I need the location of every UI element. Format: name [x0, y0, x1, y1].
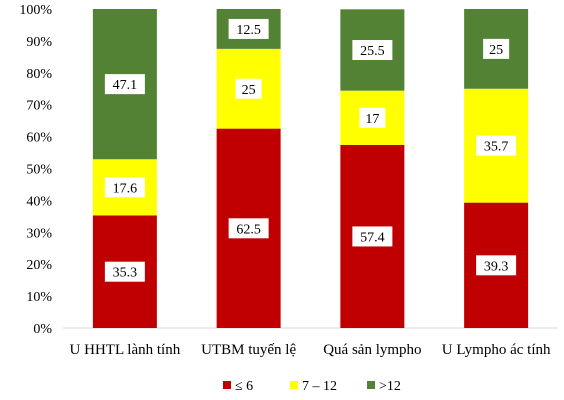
- y-tick-label: 90%: [26, 35, 52, 50]
- data-label: 17: [365, 112, 379, 127]
- category-label: U Lympho ác tính: [442, 342, 551, 358]
- legend-swatch: [223, 381, 231, 389]
- y-tick-label: 40%: [26, 194, 52, 209]
- data-label-box: [476, 255, 517, 276]
- y-tick-label: 100%: [19, 3, 52, 18]
- data-label-box: [483, 38, 510, 59]
- data-label: 57.4: [360, 230, 385, 245]
- y-tick-label: 80%: [26, 67, 52, 82]
- category-label: U HHTL lành tính: [70, 342, 181, 358]
- data-label-box: [104, 74, 145, 95]
- legend-swatch: [367, 381, 375, 389]
- y-tick-label: 20%: [26, 258, 52, 273]
- data-label: 39.3: [484, 259, 509, 274]
- data-label: 35.3: [113, 266, 138, 281]
- y-tick-label: 30%: [26, 226, 52, 241]
- data-label-box: [228, 18, 269, 39]
- y-tick-label: 50%: [26, 163, 52, 178]
- data-label-box: [104, 261, 145, 282]
- data-label: 62.5: [236, 222, 261, 237]
- category-label: UTBM tuyến lệ: [201, 342, 296, 358]
- y-tick-label: 70%: [26, 99, 52, 114]
- legend-label: ≤ 6: [235, 379, 253, 394]
- y-tick-label: 10%: [26, 290, 52, 305]
- data-label-box: [228, 218, 269, 239]
- data-label: 35.7: [484, 140, 509, 155]
- data-label: 17.6: [113, 181, 138, 196]
- data-label: 25.5: [360, 44, 385, 59]
- data-label-box: [104, 177, 145, 198]
- data-label-box: [359, 107, 386, 128]
- y-tick-label: 60%: [26, 131, 52, 146]
- data-label: 12.5: [236, 23, 261, 38]
- legend-label: >12: [379, 379, 401, 394]
- data-label: 47.1: [113, 78, 138, 93]
- legend-label: 7 – 12: [302, 379, 337, 394]
- data-label-box: [352, 226, 393, 247]
- data-label: 25: [242, 83, 256, 98]
- legend-swatch: [290, 381, 298, 389]
- data-label-box: [476, 135, 517, 156]
- category-label: Quá sản lympho: [323, 342, 421, 358]
- data-label: 25: [489, 43, 503, 58]
- data-label-box: [352, 39, 393, 60]
- y-tick-label: 0%: [33, 322, 52, 337]
- data-label-box: [235, 78, 262, 99]
